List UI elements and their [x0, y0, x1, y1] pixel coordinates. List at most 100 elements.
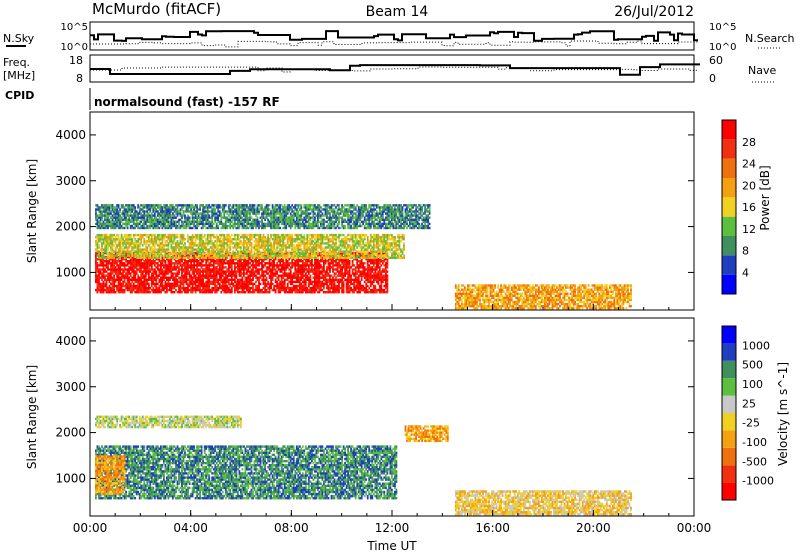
heatmap-cell	[132, 272, 135, 275]
heatmap-cell	[125, 272, 127, 275]
heatmap-cell	[175, 272, 177, 275]
heatmap-cell	[107, 244, 109, 247]
heatmap-cell	[129, 262, 132, 265]
heatmap-cell	[203, 286, 206, 290]
heatmap-cell	[335, 272, 337, 275]
heatmap-cell	[243, 251, 245, 255]
heatmap-cell	[134, 238, 137, 241]
heatmap-cell	[96, 248, 99, 251]
heatmap-cell	[258, 268, 260, 271]
heatmap-cell	[247, 278, 250, 281]
heatmap-cell	[243, 262, 245, 265]
heatmap-cell	[335, 288, 337, 292]
heatmap-cell	[277, 286, 280, 290]
heatmap-cell	[279, 258, 282, 261]
heatmap-cell	[317, 258, 319, 261]
heatmap-cell	[375, 256, 378, 259]
heatmap-cell	[297, 264, 300, 267]
heatmap-cell	[128, 276, 131, 279]
heatmap-cell	[147, 240, 150, 243]
heatmap-cell	[311, 286, 313, 290]
heatmap-cell	[116, 278, 118, 281]
heatmap-cell	[152, 262, 155, 265]
heatmap-cell	[371, 274, 374, 277]
heatmap-cell	[205, 268, 208, 271]
heatmap-cell	[232, 272, 235, 275]
heatmap-cell	[96, 254, 99, 257]
heatmap-cell	[386, 252, 389, 255]
heatmap-cell	[153, 256, 156, 259]
heatmap-cell	[332, 264, 334, 267]
heatmap-cell	[105, 252, 108, 255]
heatmap-cell	[288, 264, 291, 267]
heatmap-cell	[167, 268, 170, 271]
heatmap-cell	[307, 288, 310, 292]
heatmap-cell	[111, 270, 114, 273]
heatmap-cell	[170, 260, 173, 263]
heatmap-cell	[329, 288, 331, 292]
heatmap-cell	[238, 274, 241, 277]
heatmap-cell	[250, 242, 253, 245]
heatmap-cell	[214, 262, 217, 265]
heatmap-cell	[208, 266, 211, 269]
heatmap-cell	[188, 278, 191, 281]
heatmap-cell	[122, 291, 124, 294]
heatmap-cell	[277, 258, 280, 261]
heatmap-cell	[217, 240, 220, 243]
heatmap-cell	[360, 284, 363, 288]
heatmap-cell	[146, 270, 149, 273]
heatmap-cell	[230, 233, 233, 237]
heatmap-cell	[123, 266, 126, 269]
heatmap-cell	[262, 266, 265, 269]
heatmap-cell	[98, 250, 100, 253]
heatmap-cell	[200, 291, 203, 294]
heatmap-cell	[386, 276, 389, 279]
heatmap-cell	[238, 260, 241, 263]
heatmap-cell	[336, 262, 339, 265]
heatmap-cell	[246, 282, 248, 286]
heatmap-cell	[172, 276, 174, 279]
heatmap-cell	[283, 291, 286, 294]
heatmap-cell	[295, 276, 298, 279]
heatmap-cell	[152, 240, 155, 243]
heatmap-cell	[182, 258, 185, 261]
heatmap-cell	[190, 258, 192, 261]
heatmap-cell	[276, 284, 278, 288]
heatmap-cell	[196, 278, 198, 281]
heatmap-cell	[385, 264, 387, 267]
heatmap-cell	[294, 264, 297, 267]
heatmap-cell	[164, 262, 167, 265]
heatmap-cell	[256, 286, 259, 290]
heatmap-cell	[232, 270, 235, 273]
heatmap-cell	[217, 244, 220, 247]
heatmap-cell	[338, 260, 340, 263]
heatmap-cell	[321, 284, 324, 288]
heatmap-cell	[123, 264, 126, 267]
heatmap-cell	[277, 276, 280, 279]
heatmap-cell	[203, 276, 206, 279]
heatmap-cell	[212, 286, 215, 290]
heatmap-cell	[326, 260, 328, 263]
heatmap-cell	[215, 258, 218, 261]
heatmap-cell	[138, 270, 141, 273]
heatmap-cell	[252, 266, 254, 269]
heatmap-cell	[184, 238, 186, 241]
heatmap-cell	[226, 270, 229, 273]
heatmap-cell	[252, 276, 254, 279]
heatmap-cell	[132, 246, 135, 249]
heatmap-cell	[200, 262, 203, 265]
heatmap-cell	[344, 268, 346, 271]
heatmap-cell	[126, 262, 129, 265]
heatmap-cell	[286, 274, 289, 277]
heatmap-cell	[131, 248, 134, 251]
heatmap-cell	[107, 278, 109, 281]
heatmap-cell	[158, 254, 161, 257]
heatmap-cell	[268, 286, 271, 290]
heatmap-cell	[351, 262, 354, 265]
heatmap-cell	[144, 286, 147, 290]
heatmap-cell	[246, 276, 248, 279]
heatmap-cell	[273, 284, 275, 288]
heatmap-cell	[286, 284, 289, 288]
heatmap-cell	[167, 264, 170, 267]
heatmap-cell	[119, 278, 121, 281]
